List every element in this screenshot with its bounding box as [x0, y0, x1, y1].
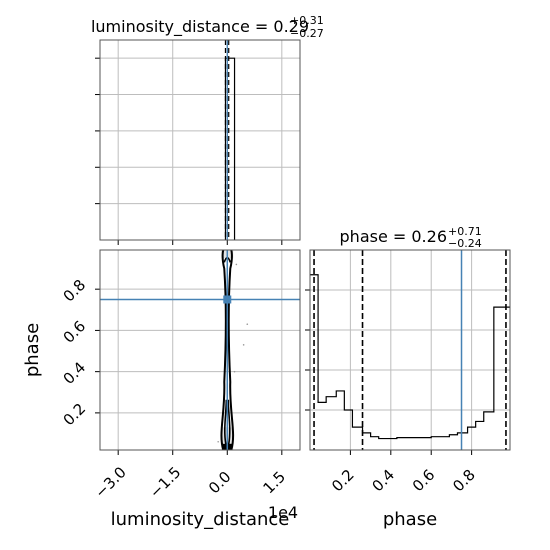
xtick-label-2: 0.0	[205, 468, 235, 498]
ytick-label-3: 0.8	[60, 276, 90, 306]
x-axis-scale-factor: 1e4	[268, 503, 298, 522]
sample-point-1	[242, 344, 245, 346]
xtick-label-0: 0.2	[328, 466, 358, 496]
phase-title-sup: +0.71	[448, 225, 482, 238]
sample-point-4	[233, 370, 236, 373]
ytick-label-1: 0.4	[60, 358, 90, 388]
lumdist-title-sub: −0.27	[290, 27, 324, 40]
hist-step	[310, 274, 510, 440]
hist-bin-0	[224, 57, 236, 240]
xtick-label-1: 0.4	[368, 466, 398, 496]
lumdist-phase-2d-panel: −3.0 −1.5 0.0 1.5 0.2 0.4 0.6 0.8	[60, 249, 301, 502]
sample-point-0	[246, 323, 249, 326]
phase-title-base: phase = 0.26	[340, 227, 447, 246]
xtick-label-3: 1.5	[259, 468, 289, 498]
contour-inner-bottom	[223, 399, 231, 445]
xtick-label-0: −3.0	[91, 463, 129, 501]
lumdist-title-base: luminosity_distance = 0.29	[91, 17, 309, 37]
panel-frame	[99, 39, 301, 241]
panel-frame	[309, 249, 511, 451]
ytick-label-0: 0.2	[60, 400, 90, 430]
lumdist-marginal-panel	[95, 39, 301, 245]
sample-point-3	[217, 440, 219, 443]
lumdist-title-sup: +0.31	[290, 14, 324, 27]
x-axis-label-phase: phase	[383, 509, 437, 530]
sample-point-2	[235, 263, 238, 266]
x-axis-label-lumdist: luminosity_distance	[111, 509, 290, 530]
phase-marginal-panel: 0.2 0.4 0.6 0.8	[305, 249, 511, 496]
ytick-label-2: 0.6	[60, 317, 90, 347]
truth-marker	[223, 295, 232, 304]
xtick-label-2: 0.6	[409, 466, 439, 496]
contour-outer-right	[227, 249, 235, 451]
phase-title-sub: −0.24	[448, 237, 482, 250]
contour-outer-left	[220, 249, 227, 451]
y-axis-label-phase: phase	[22, 323, 43, 377]
panel-frame	[99, 249, 301, 451]
lumdist-title: luminosity_distance = 0.29	[91, 17, 309, 37]
xtick-label-1: −1.5	[146, 463, 184, 501]
xtick-label-3: 0.8	[449, 466, 479, 496]
